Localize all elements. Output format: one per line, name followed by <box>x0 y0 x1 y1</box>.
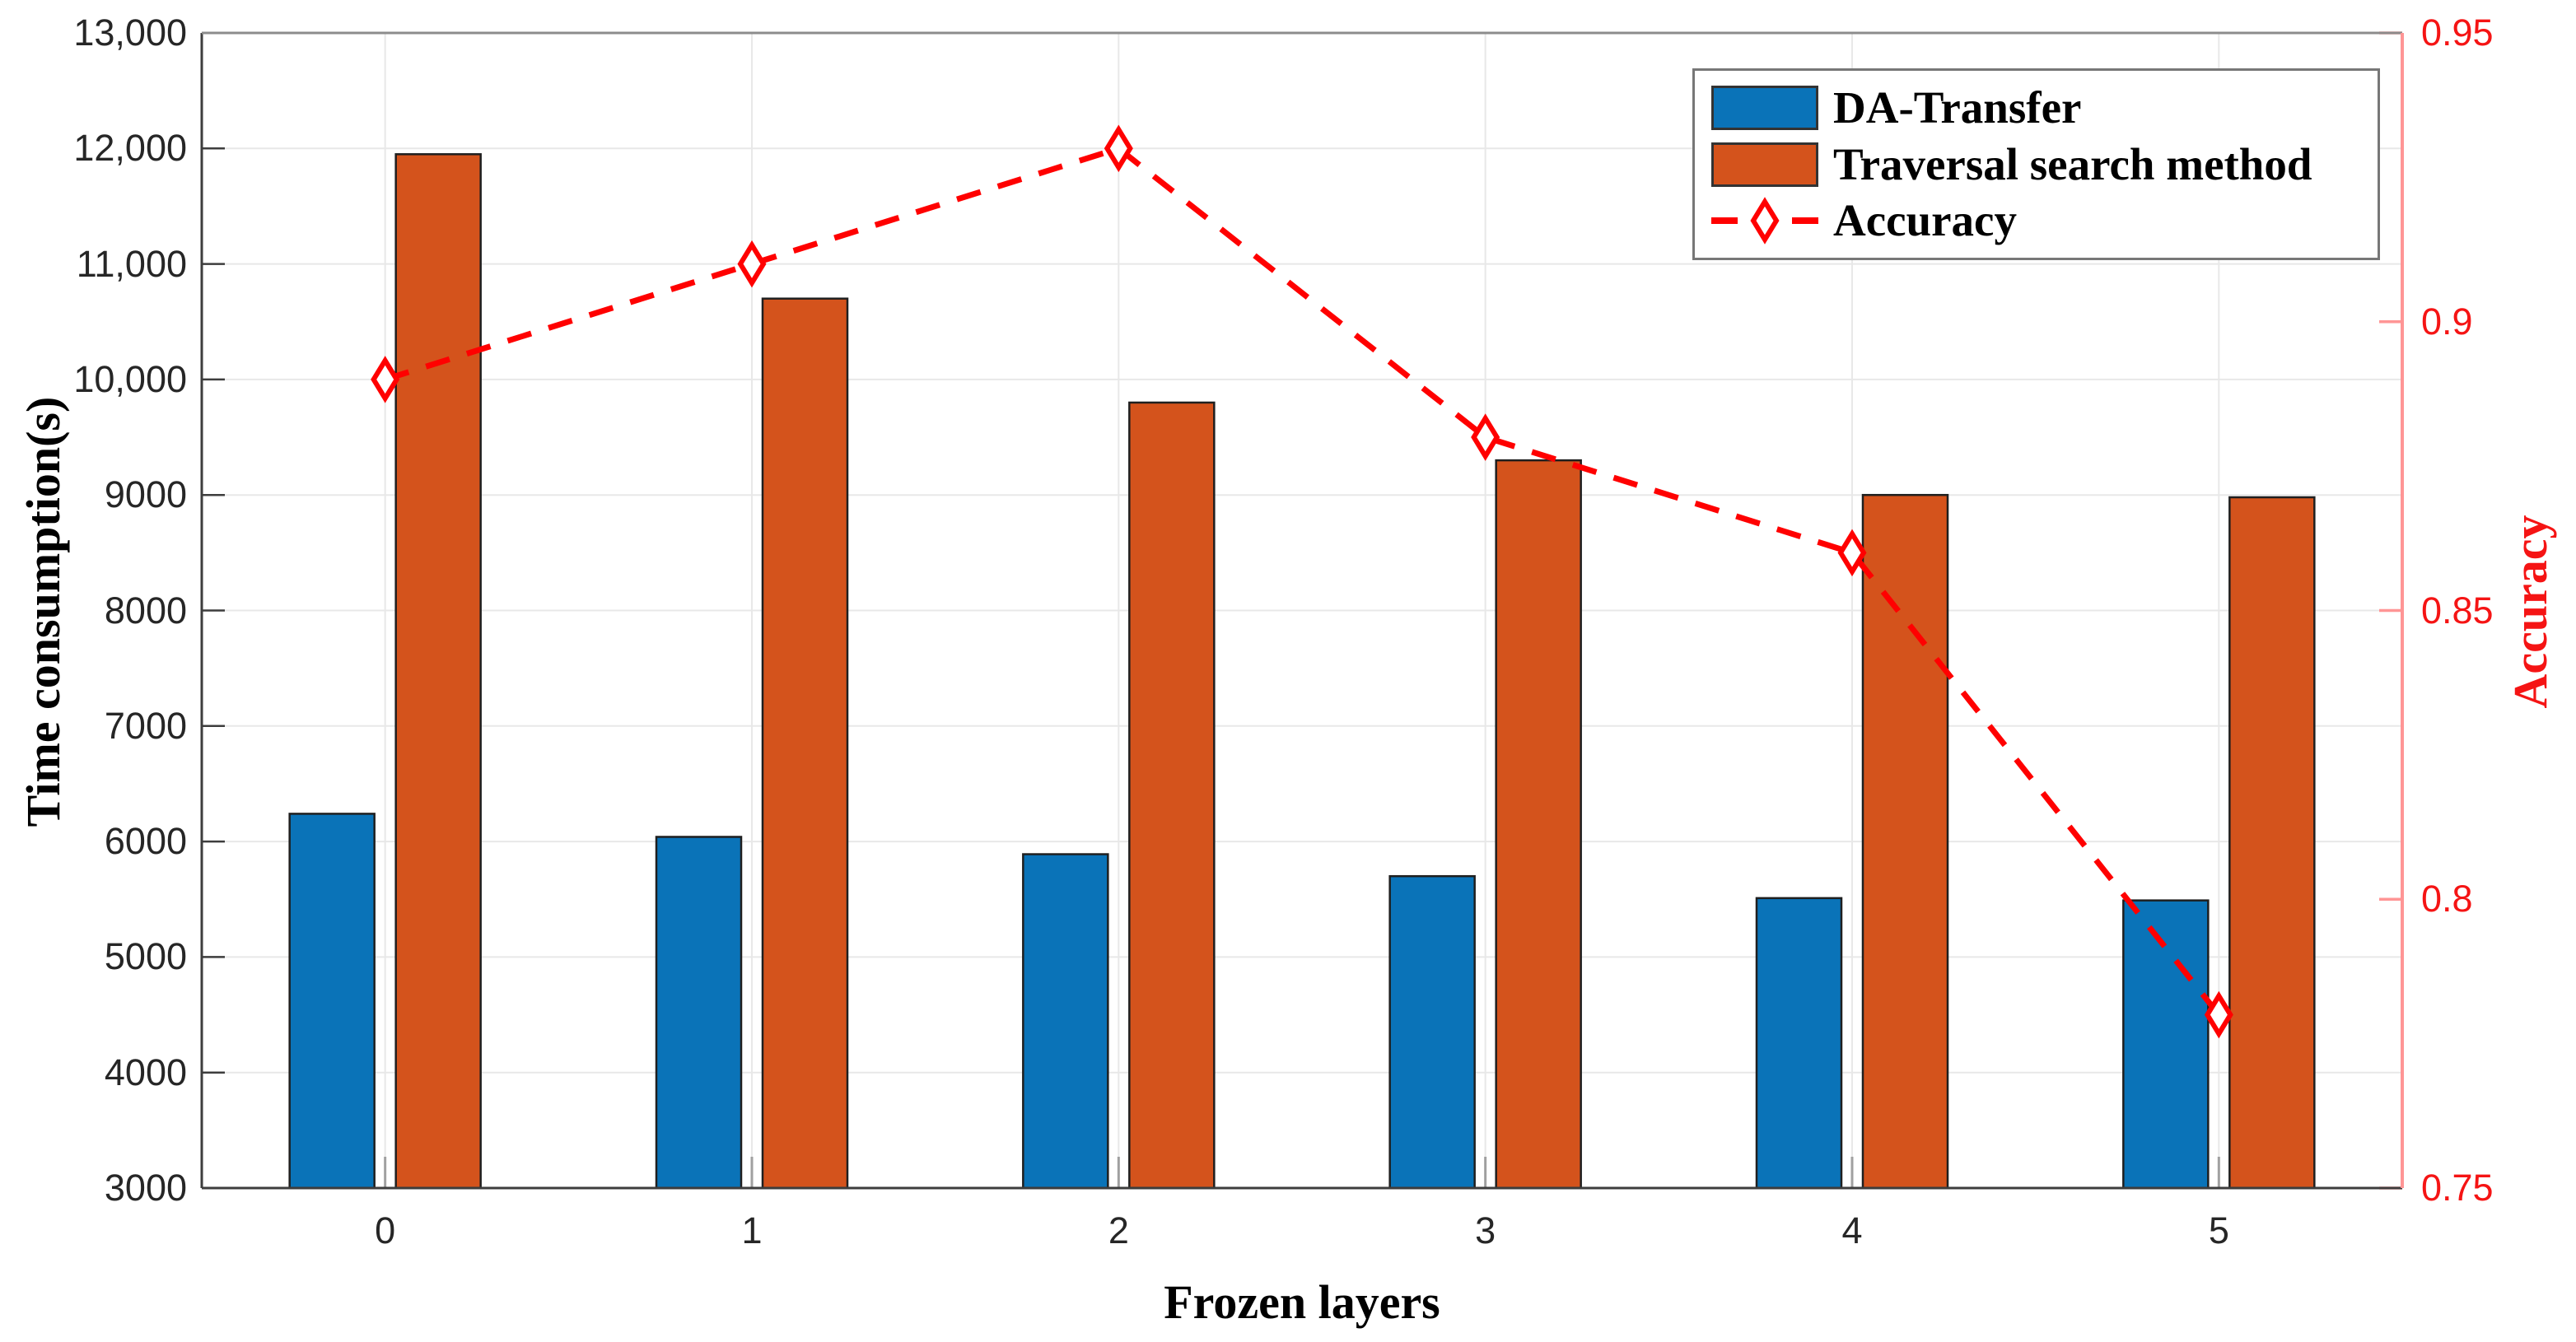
x-tick-label: 5 <box>2208 1209 2229 1251</box>
legend: DA-Transfer Traversal search method Accu… <box>1692 68 2380 260</box>
legend-entry-accuracy: Accuracy <box>1710 195 2378 246</box>
y-left-tick-label: 9000 <box>104 473 187 516</box>
orange-bar-swatch-icon <box>1711 142 1818 187</box>
x-tick-label: 4 <box>1841 1209 1863 1251</box>
y-left-tick-label: 4000 <box>104 1051 187 1093</box>
dashed-line-diamond-icon <box>1711 197 1818 245</box>
legend-label: DA-Transfer <box>1833 82 2082 133</box>
y-left-tick-label: 8000 <box>104 589 187 631</box>
y-left-tick-label: 7000 <box>104 704 187 747</box>
right-axis-title: Accuracy <box>2504 515 2557 709</box>
y-left-tick-label: 3000 <box>104 1167 187 1209</box>
x-tick-label: 0 <box>375 1209 396 1251</box>
x-tick-label: 1 <box>741 1209 763 1251</box>
legend-label: Traversal search method <box>1833 138 2312 189</box>
x-axis-title: Frozen layers <box>1164 1275 1440 1329</box>
y-right-tick-label: 0.75 <box>2421 1167 2494 1209</box>
y-right-tick-label: 0.8 <box>2421 878 2473 920</box>
legend-swatch-area <box>1710 197 1820 245</box>
y-right-tick-label: 0.9 <box>2421 300 2473 342</box>
y-right-tick-label: 0.95 <box>2421 12 2494 54</box>
y-left-tick-label: 11,000 <box>76 242 187 285</box>
legend-swatch-area <box>1710 141 1820 189</box>
x-tick-label: 3 <box>1475 1209 1496 1251</box>
y-right-tick-label: 0.85 <box>2421 589 2494 631</box>
y-left-tick-label: 10,000 <box>73 357 187 400</box>
y-left-tick-label: 13,000 <box>73 12 187 54</box>
legend-entry-traversal: Traversal search method <box>1710 139 2378 190</box>
y-left-tick-label: 12,000 <box>73 127 187 170</box>
legend-label: Accuracy <box>1833 195 2017 245</box>
x-tick-label: 2 <box>1108 1209 1129 1251</box>
y-left-tick-label: 6000 <box>104 820 187 863</box>
left-axis-title: Time consumption(s) <box>16 396 70 827</box>
legend-swatch-area <box>1710 84 1820 132</box>
blue-bar-swatch-icon <box>1711 86 1818 130</box>
y-left-tick-label: 5000 <box>104 935 187 978</box>
legend-entry-da-transfer: DA-Transfer <box>1710 82 2378 133</box>
